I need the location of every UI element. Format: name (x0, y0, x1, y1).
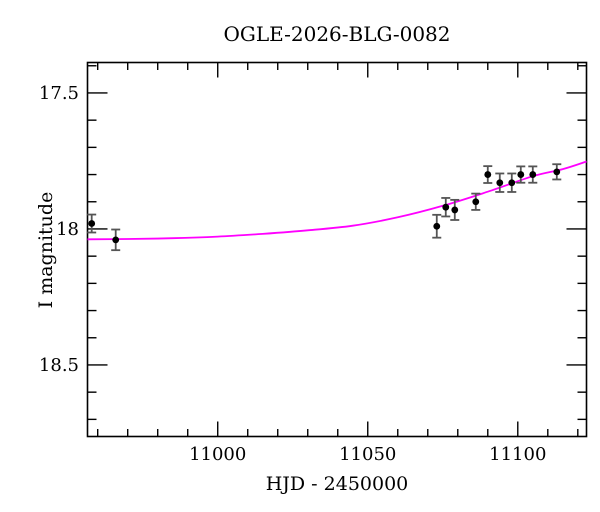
data-point-group (441, 197, 451, 218)
data-point (451, 206, 459, 214)
data-point (112, 236, 120, 244)
data-point-group (432, 213, 442, 239)
x-axis-label: HJD - 2450000 (266, 473, 409, 495)
x-tick-label: 11100 (489, 444, 546, 465)
data-point-group (471, 192, 481, 211)
y-axis-label: I magnitude (35, 192, 57, 309)
data-point (529, 171, 537, 178)
x-tick-label: 11050 (339, 444, 396, 465)
data-point (472, 198, 480, 206)
data-point-group (111, 228, 121, 252)
chart-title: OGLE-2026-BLG-0082 (223, 22, 450, 46)
data-point-group (483, 165, 493, 184)
data-point (508, 179, 516, 187)
axis-ticks (87, 62, 587, 437)
data-points-group (87, 163, 562, 252)
data-point-group (552, 163, 562, 181)
data-point (517, 171, 525, 178)
tick-labels: 11000 11050 11100 17.5 18 18.5 (39, 83, 546, 465)
data-point (553, 168, 561, 176)
data-point-group (507, 172, 517, 193)
data-point-group (528, 165, 538, 184)
data-point-group (495, 172, 505, 193)
x-tick-label: 11000 (189, 444, 246, 465)
data-point (88, 220, 96, 227)
y-tick-label: 18 (56, 219, 79, 240)
data-point-group (516, 165, 526, 184)
data-point (496, 179, 504, 187)
data-point (433, 222, 441, 230)
data-point-group (450, 198, 460, 221)
y-tick-label: 17.5 (39, 83, 79, 104)
plot-border (86, 61, 588, 438)
data-point-group (87, 213, 97, 234)
data-point (442, 203, 450, 211)
y-tick-label: 18.5 (39, 355, 79, 376)
data-point (484, 171, 492, 178)
axis-frame (86, 61, 588, 438)
